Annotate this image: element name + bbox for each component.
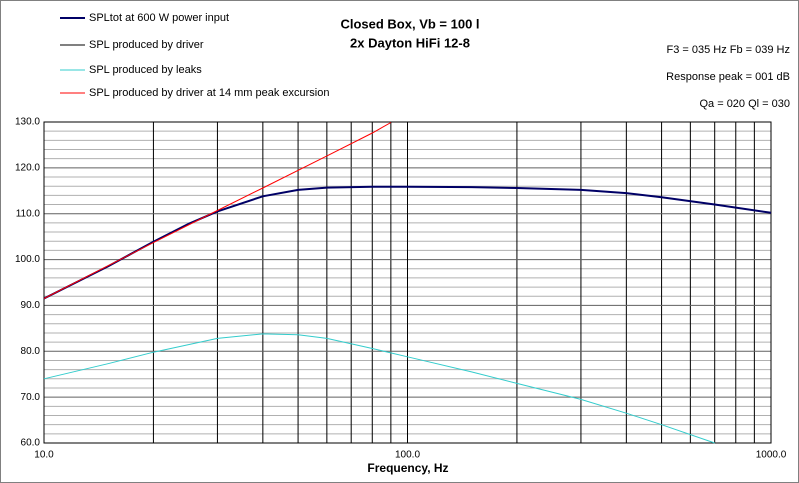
y-tick-label: 60.0 [21, 438, 41, 449]
y-tick-label: 120.0 [15, 162, 40, 173]
y-tick-label: 80.0 [21, 346, 41, 357]
x-axis-label: Frequency, Hz [367, 461, 448, 475]
chart-subtitle: 2x Dayton HiFi 12-8 [350, 35, 470, 50]
y-tick-label: 110.0 [16, 208, 41, 219]
x-tick-label: 100.0 [395, 450, 420, 461]
y-tick-label: 130.0 [15, 117, 40, 128]
legend-label: SPL produced by driver [89, 39, 204, 51]
series-line [43, 185, 772, 300]
series-line [43, 122, 392, 299]
legend-label: SPL produced by leaks [89, 64, 202, 76]
annotation: Response peak = 001 dB [666, 71, 790, 83]
chart-title: Closed Box, Vb = 100 l [340, 16, 479, 31]
x-tick-label: 10.0 [34, 450, 54, 461]
annotation: F3 = 035 Hz Fb = 039 Hz [666, 44, 790, 56]
legend-label: SPL produced by driver at 14 mm peak exc… [89, 87, 330, 99]
x-tick-label: 1000.0 [756, 450, 787, 461]
y-tick-label: 90.0 [21, 300, 41, 311]
y-tick-label: 100.0 [15, 254, 40, 265]
y-tick-label: 70.0 [21, 392, 41, 403]
plot-border [43, 121, 772, 444]
series-line [43, 333, 715, 444]
annotation: Qa = 020 Ql = 030 [699, 98, 790, 110]
legend-label: SPLtot at 600 W power input [89, 12, 229, 24]
